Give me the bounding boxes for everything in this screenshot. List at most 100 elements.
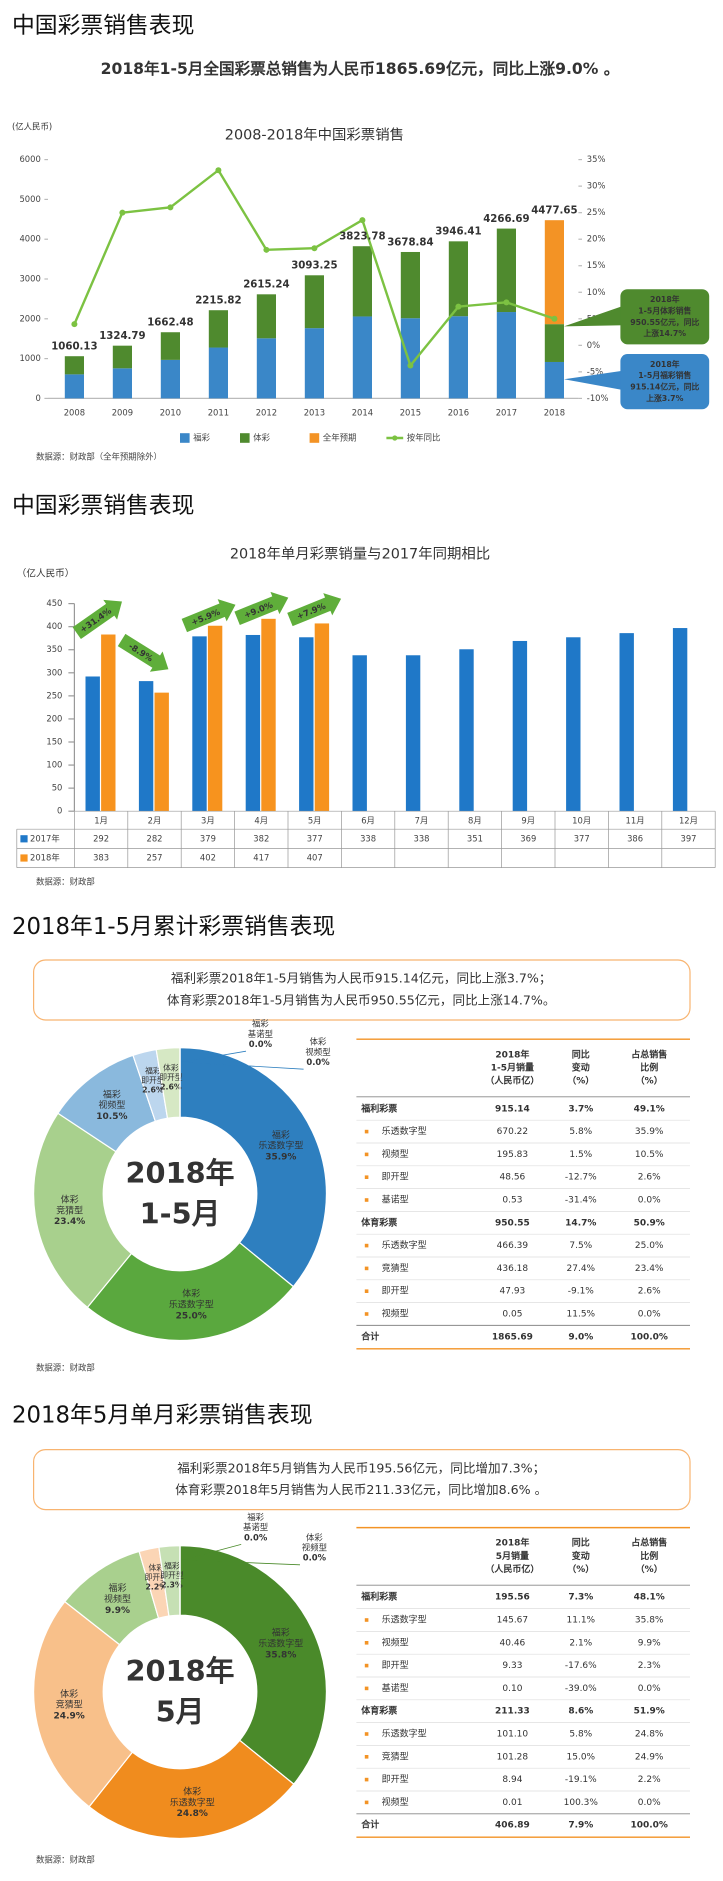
- section-heading: 2018年5月单月彩票销售表现: [12, 1403, 313, 1429]
- table-cell: 101.10: [497, 1730, 529, 1740]
- slice-label: 视频型: [302, 1543, 327, 1553]
- callout-text: 915.14亿元，同比: [630, 382, 699, 392]
- table-cell: 7.3%: [568, 1593, 593, 1603]
- value-label: 402: [200, 853, 216, 863]
- y-tick-label: 0: [35, 393, 40, 403]
- slice-label: 即开型: [141, 1076, 165, 1085]
- table-cell: 8.94: [502, 1775, 522, 1785]
- slice-label: 10.5%: [96, 1112, 127, 1122]
- table-cell: 2.6%: [638, 1287, 661, 1297]
- total-label: 1324.79: [99, 331, 145, 342]
- slice-label: 24.8%: [177, 1809, 208, 1819]
- value-label: 386: [627, 833, 643, 843]
- table-cell: 48.56: [500, 1173, 526, 1183]
- bar-segment: [544, 220, 564, 325]
- summary-line: 体育彩票2018年1-5月销售为人民币950.55亿元，同比上涨14.7%。: [167, 992, 556, 1007]
- slice-label: 竞猜型: [56, 1204, 83, 1216]
- table-cell: 2.6%: [638, 1173, 661, 1183]
- table-cell: 211.33: [495, 1707, 530, 1717]
- table-cell: 1.5%: [569, 1150, 592, 1160]
- bar: [512, 640, 528, 812]
- bar: [85, 676, 100, 812]
- slice-label: 35.9%: [265, 1152, 296, 1162]
- center-label: 2018年: [126, 1156, 235, 1190]
- callout-text: 上涨14.7%: [643, 328, 686, 338]
- bullet: [364, 1129, 369, 1134]
- slice-label: 体彩: [183, 1786, 201, 1798]
- bar-segment: [496, 228, 516, 313]
- summary: 2018年1-5月全国彩票总销售为人民币1865.69亿元，同比上涨9.0% 。: [101, 59, 620, 78]
- x-tick-label: 5月: [308, 815, 322, 825]
- x-tick-label: 2008: [64, 407, 85, 417]
- arrow-shape: [287, 593, 342, 627]
- bar-segment: [256, 338, 276, 399]
- slice-label: 体彩: [163, 1062, 179, 1072]
- legend-swatch: [20, 854, 28, 862]
- column-header: （%）: [567, 1076, 594, 1087]
- legend-dot: [392, 435, 398, 441]
- bar-segment: [112, 345, 132, 369]
- slice-label: 福彩: [252, 1019, 269, 1029]
- x-tick-label: 2月: [148, 815, 162, 825]
- slice-label: 即开型: [145, 1573, 169, 1582]
- y-tick-label: 3000: [19, 274, 40, 284]
- table-cell: -31.4%: [565, 1196, 597, 1206]
- y-tick-label: 6000: [19, 154, 40, 164]
- bullet: [364, 1777, 369, 1782]
- legend-swatch: [180, 433, 190, 443]
- arrow-shape: [72, 599, 122, 640]
- table-cell: 35.9%: [635, 1127, 664, 1137]
- table-cell: 7.9%: [568, 1821, 593, 1831]
- y-tick-label: 2000: [19, 313, 40, 323]
- slice-label: 体彩: [61, 1193, 79, 1205]
- y-tick-label: 1000: [19, 353, 40, 363]
- bullet: [364, 1198, 369, 1202]
- column-header: 变动: [572, 1062, 590, 1074]
- donut-slice: [88, 1739, 295, 1839]
- table-cell: 0.0%: [638, 1684, 661, 1694]
- yoy-point: [455, 303, 462, 310]
- table-cell: 2.2%: [638, 1775, 661, 1785]
- x-tick-label: 2012: [256, 407, 277, 417]
- column-header: 占总销售: [631, 1048, 667, 1060]
- x-tick-label: 2016: [448, 407, 469, 417]
- column-header: （%）: [567, 1564, 594, 1575]
- source: 数据源：财政部（全年预期除外）: [36, 452, 162, 462]
- y-tick-label: 5000: [19, 194, 40, 204]
- slice-label: 乐透数字型: [258, 1140, 303, 1152]
- table-cell: 24.8%: [635, 1730, 664, 1740]
- table-cell: 47.93: [500, 1287, 526, 1297]
- table-cell: 0.0%: [638, 1798, 661, 1808]
- bar: [619, 633, 634, 812]
- value-label: 338: [413, 833, 429, 843]
- bar-segment: [544, 324, 564, 362]
- donut-slice: [33, 1600, 134, 1808]
- legend-swatch: [309, 433, 320, 443]
- table-cell: 即开型: [382, 1774, 409, 1785]
- bullet: [364, 1289, 369, 1293]
- y2-tick-label: 20%: [587, 234, 606, 244]
- table-cell: 101.28: [497, 1752, 529, 1762]
- bar-segment: [160, 359, 180, 399]
- slice-label: 基诺型: [243, 1522, 268, 1532]
- table-cell: 48.1%: [634, 1593, 665, 1603]
- bar: [192, 636, 207, 812]
- slice-label: 体彩: [60, 1688, 78, 1700]
- slice-label: 2.3%: [161, 1580, 183, 1589]
- table-cell: 乐透数字型: [382, 1239, 427, 1251]
- table-cell: 436.18: [497, 1264, 529, 1274]
- bar-segment: [400, 251, 420, 319]
- table-cell: -9.1%: [568, 1287, 595, 1297]
- yoy-point: [311, 245, 318, 252]
- total-label: 1662.48: [147, 318, 193, 329]
- bar-segment: [400, 318, 420, 399]
- table-cell: 195.83: [497, 1150, 529, 1160]
- bar-segment: [496, 312, 516, 399]
- bar: [261, 618, 276, 812]
- y2-tick-label: 0%: [587, 340, 600, 350]
- bullet: [364, 1152, 369, 1157]
- legend-label: 2017年: [30, 833, 60, 843]
- chart-title: 2018年单月彩票销量与2017年同期相比: [230, 545, 490, 562]
- bar-segment: [448, 241, 468, 317]
- table-cell: 2.3%: [638, 1661, 661, 1671]
